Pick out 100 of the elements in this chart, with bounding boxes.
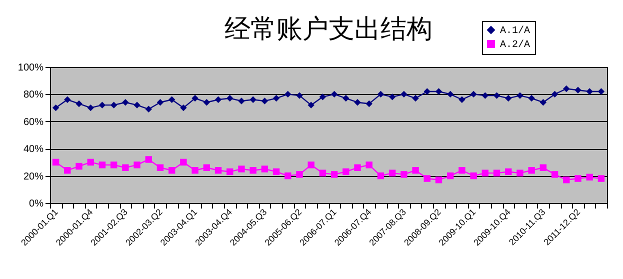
y-tick-label: 80% <box>23 90 44 101</box>
point <box>446 90 454 98</box>
point <box>493 92 500 99</box>
point <box>598 175 605 182</box>
point <box>563 85 570 92</box>
point <box>388 94 396 100</box>
point <box>180 104 187 112</box>
point <box>98 162 106 168</box>
point <box>516 92 524 99</box>
point <box>98 102 106 108</box>
point <box>192 94 198 102</box>
point <box>52 158 60 166</box>
point <box>284 172 292 180</box>
point <box>424 175 430 182</box>
point <box>110 162 118 168</box>
point <box>64 96 71 103</box>
point <box>458 167 466 174</box>
point <box>250 96 256 103</box>
point <box>330 90 338 98</box>
point <box>134 102 140 108</box>
point <box>122 164 129 171</box>
point <box>134 162 140 168</box>
point <box>551 171 558 178</box>
point <box>354 164 361 171</box>
point <box>261 98 268 104</box>
point <box>156 164 164 171</box>
point <box>366 100 372 108</box>
point <box>192 167 198 174</box>
point <box>180 158 187 166</box>
point <box>586 88 593 95</box>
y-tick-label: 20% <box>23 171 44 182</box>
point <box>528 167 535 174</box>
y-tick-label: 60% <box>23 116 44 128</box>
point <box>330 171 338 178</box>
point <box>400 90 408 98</box>
point <box>76 162 82 170</box>
point <box>203 99 210 106</box>
point <box>446 172 454 180</box>
point <box>226 168 234 176</box>
point <box>598 88 605 95</box>
point <box>238 98 245 104</box>
point <box>168 167 176 174</box>
point <box>574 175 582 182</box>
point <box>261 166 268 172</box>
point <box>366 162 372 168</box>
legend-label: A.2/A <box>500 39 530 51</box>
point <box>296 171 303 178</box>
point <box>470 172 477 180</box>
point <box>470 90 477 98</box>
point <box>156 99 164 106</box>
point <box>342 168 350 176</box>
point <box>52 104 60 112</box>
point <box>551 90 558 98</box>
point <box>272 94 280 102</box>
point <box>458 96 466 103</box>
point <box>505 168 512 176</box>
point <box>482 170 489 176</box>
point <box>145 156 152 163</box>
point <box>377 172 384 180</box>
point <box>296 92 303 99</box>
y-tick-label: 0% <box>29 198 44 210</box>
point <box>87 158 94 166</box>
point <box>412 167 419 174</box>
point <box>574 86 582 94</box>
point <box>563 176 570 184</box>
point <box>505 94 512 102</box>
point <box>214 167 222 174</box>
point <box>528 94 535 102</box>
chart-title: 经常账户支出结构 <box>224 14 432 44</box>
point <box>412 94 419 102</box>
point <box>250 167 256 174</box>
point <box>377 90 384 98</box>
point <box>203 164 210 171</box>
point <box>272 168 280 176</box>
point <box>354 99 361 106</box>
point <box>308 162 314 168</box>
point <box>435 88 442 95</box>
point <box>516 170 524 176</box>
point <box>319 94 326 100</box>
point <box>540 99 547 106</box>
point <box>435 176 442 184</box>
point <box>145 106 152 113</box>
point <box>342 94 350 102</box>
point <box>586 174 593 181</box>
point <box>76 100 82 108</box>
point <box>424 88 430 95</box>
point <box>319 170 326 176</box>
point <box>482 92 489 99</box>
point <box>308 102 314 108</box>
legend-label: A.1/A <box>500 25 530 37</box>
point <box>226 94 234 102</box>
y-tick-label: 40% <box>23 144 44 156</box>
point <box>540 164 547 171</box>
point <box>493 170 500 176</box>
point <box>400 171 408 178</box>
point <box>214 96 222 103</box>
point <box>110 102 118 108</box>
point <box>64 167 71 174</box>
y-tick-label: 100% <box>18 62 44 74</box>
point <box>168 96 176 103</box>
